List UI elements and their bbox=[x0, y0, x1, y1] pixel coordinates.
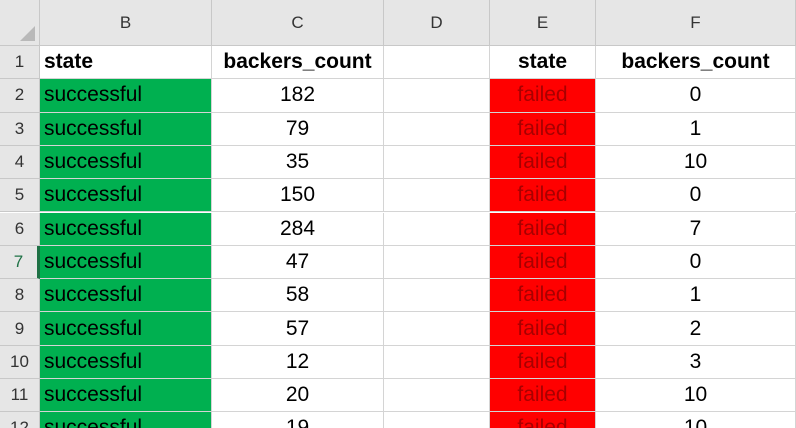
row-header-2[interactable]: 2 bbox=[0, 79, 40, 113]
row-header-11[interactable]: 11 bbox=[0, 379, 40, 413]
cell-b7[interactable]: successful bbox=[40, 245, 212, 280]
cell-d7[interactable] bbox=[384, 245, 490, 280]
row-header-8[interactable]: 8 bbox=[0, 279, 40, 313]
cell-e9[interactable]: failed bbox=[490, 312, 596, 346]
cell-b5[interactable]: successful bbox=[40, 179, 212, 213]
cell-d6[interactable] bbox=[384, 212, 490, 246]
cell-c2[interactable]: 182 bbox=[212, 79, 384, 113]
cell-e7[interactable]: failed bbox=[490, 245, 596, 280]
cell-e6[interactable]: failed bbox=[490, 212, 596, 246]
cell-d12[interactable] bbox=[384, 412, 490, 428]
column-header-f[interactable]: F bbox=[596, 0, 796, 46]
select-all-corner[interactable] bbox=[0, 0, 40, 46]
column-header-d[interactable]: D bbox=[384, 0, 490, 46]
row-header-5[interactable]: 5 bbox=[0, 179, 40, 213]
cell-d4[interactable] bbox=[384, 145, 490, 180]
cell-f7[interactable]: 0 bbox=[596, 245, 796, 280]
cell-c10[interactable]: 12 bbox=[212, 345, 384, 379]
select-all-icon bbox=[20, 26, 35, 41]
cell-d3[interactable] bbox=[384, 112, 490, 146]
cell-b10[interactable]: successful bbox=[40, 345, 212, 379]
row-header-6[interactable]: 6 bbox=[0, 212, 40, 246]
cell-f12[interactable]: 10 bbox=[596, 412, 796, 428]
cell-f4[interactable]: 10 bbox=[596, 145, 796, 180]
column-header-b[interactable]: B bbox=[40, 0, 212, 46]
cell-f2[interactable]: 0 bbox=[596, 79, 796, 113]
cell-c7[interactable]: 47 bbox=[212, 245, 384, 280]
row-header-1[interactable]: 1 bbox=[0, 46, 40, 80]
cell-d9[interactable] bbox=[384, 312, 490, 346]
cell-e4[interactable]: failed bbox=[490, 145, 596, 180]
cell-d5[interactable] bbox=[384, 179, 490, 213]
cell-f6[interactable]: 7 bbox=[596, 212, 796, 246]
cell-f11[interactable]: 10 bbox=[596, 379, 796, 413]
row-header-9[interactable]: 9 bbox=[0, 312, 40, 346]
cell-c9[interactable]: 57 bbox=[212, 312, 384, 346]
cell-e3[interactable]: failed bbox=[490, 112, 596, 146]
cell-f10[interactable]: 3 bbox=[596, 345, 796, 379]
cell-d10[interactable] bbox=[384, 345, 490, 379]
column-header-c[interactable]: C bbox=[212, 0, 384, 46]
cell-e5[interactable]: failed bbox=[490, 179, 596, 213]
cell-b3[interactable]: successful bbox=[40, 112, 212, 146]
cell-c3[interactable]: 79 bbox=[212, 112, 384, 146]
cell-b9[interactable]: successful bbox=[40, 312, 212, 346]
cell-f1[interactable]: backers_count bbox=[596, 46, 796, 80]
cell-c1[interactable]: backers_count bbox=[212, 46, 384, 80]
cell-c4[interactable]: 35 bbox=[212, 145, 384, 180]
cell-b11[interactable]: successful bbox=[40, 379, 212, 413]
cell-d2[interactable] bbox=[384, 79, 490, 113]
cell-b1[interactable]: state bbox=[40, 46, 212, 80]
cell-d1[interactable] bbox=[384, 46, 490, 80]
column-header-e[interactable]: E bbox=[490, 0, 596, 46]
cell-c11[interactable]: 20 bbox=[212, 379, 384, 413]
cell-d8[interactable] bbox=[384, 279, 490, 313]
cell-e1[interactable]: state bbox=[490, 46, 596, 80]
cell-c12[interactable]: 19 bbox=[212, 412, 384, 428]
cell-e10[interactable]: failed bbox=[490, 345, 596, 379]
cell-f3[interactable]: 1 bbox=[596, 112, 796, 146]
cell-e11[interactable]: failed bbox=[490, 379, 596, 413]
cell-e8[interactable]: failed bbox=[490, 279, 596, 313]
cell-d11[interactable] bbox=[384, 379, 490, 413]
cell-f9[interactable]: 2 bbox=[596, 312, 796, 346]
cell-b8[interactable]: successful bbox=[40, 279, 212, 313]
cell-f5[interactable]: 0 bbox=[596, 179, 796, 213]
cell-e12[interactable]: failed bbox=[490, 412, 596, 428]
cell-b6[interactable]: successful bbox=[40, 212, 212, 246]
cell-e2[interactable]: failed bbox=[490, 79, 596, 113]
row-header-10[interactable]: 10 bbox=[0, 345, 40, 379]
row-header-7[interactable]: 7 bbox=[0, 245, 40, 280]
cell-b2[interactable]: successful bbox=[40, 79, 212, 113]
cell-c5[interactable]: 150 bbox=[212, 179, 384, 213]
cell-c6[interactable]: 284 bbox=[212, 212, 384, 246]
cell-b4[interactable]: successful bbox=[40, 145, 212, 180]
row-header-3[interactable]: 3 bbox=[0, 112, 40, 146]
row-header-12[interactable]: 12 bbox=[0, 412, 40, 428]
cell-b12[interactable]: successful bbox=[40, 412, 212, 428]
cell-c8[interactable]: 58 bbox=[212, 279, 384, 313]
row-header-4[interactable]: 4 bbox=[0, 145, 40, 180]
cell-f8[interactable]: 1 bbox=[596, 279, 796, 313]
